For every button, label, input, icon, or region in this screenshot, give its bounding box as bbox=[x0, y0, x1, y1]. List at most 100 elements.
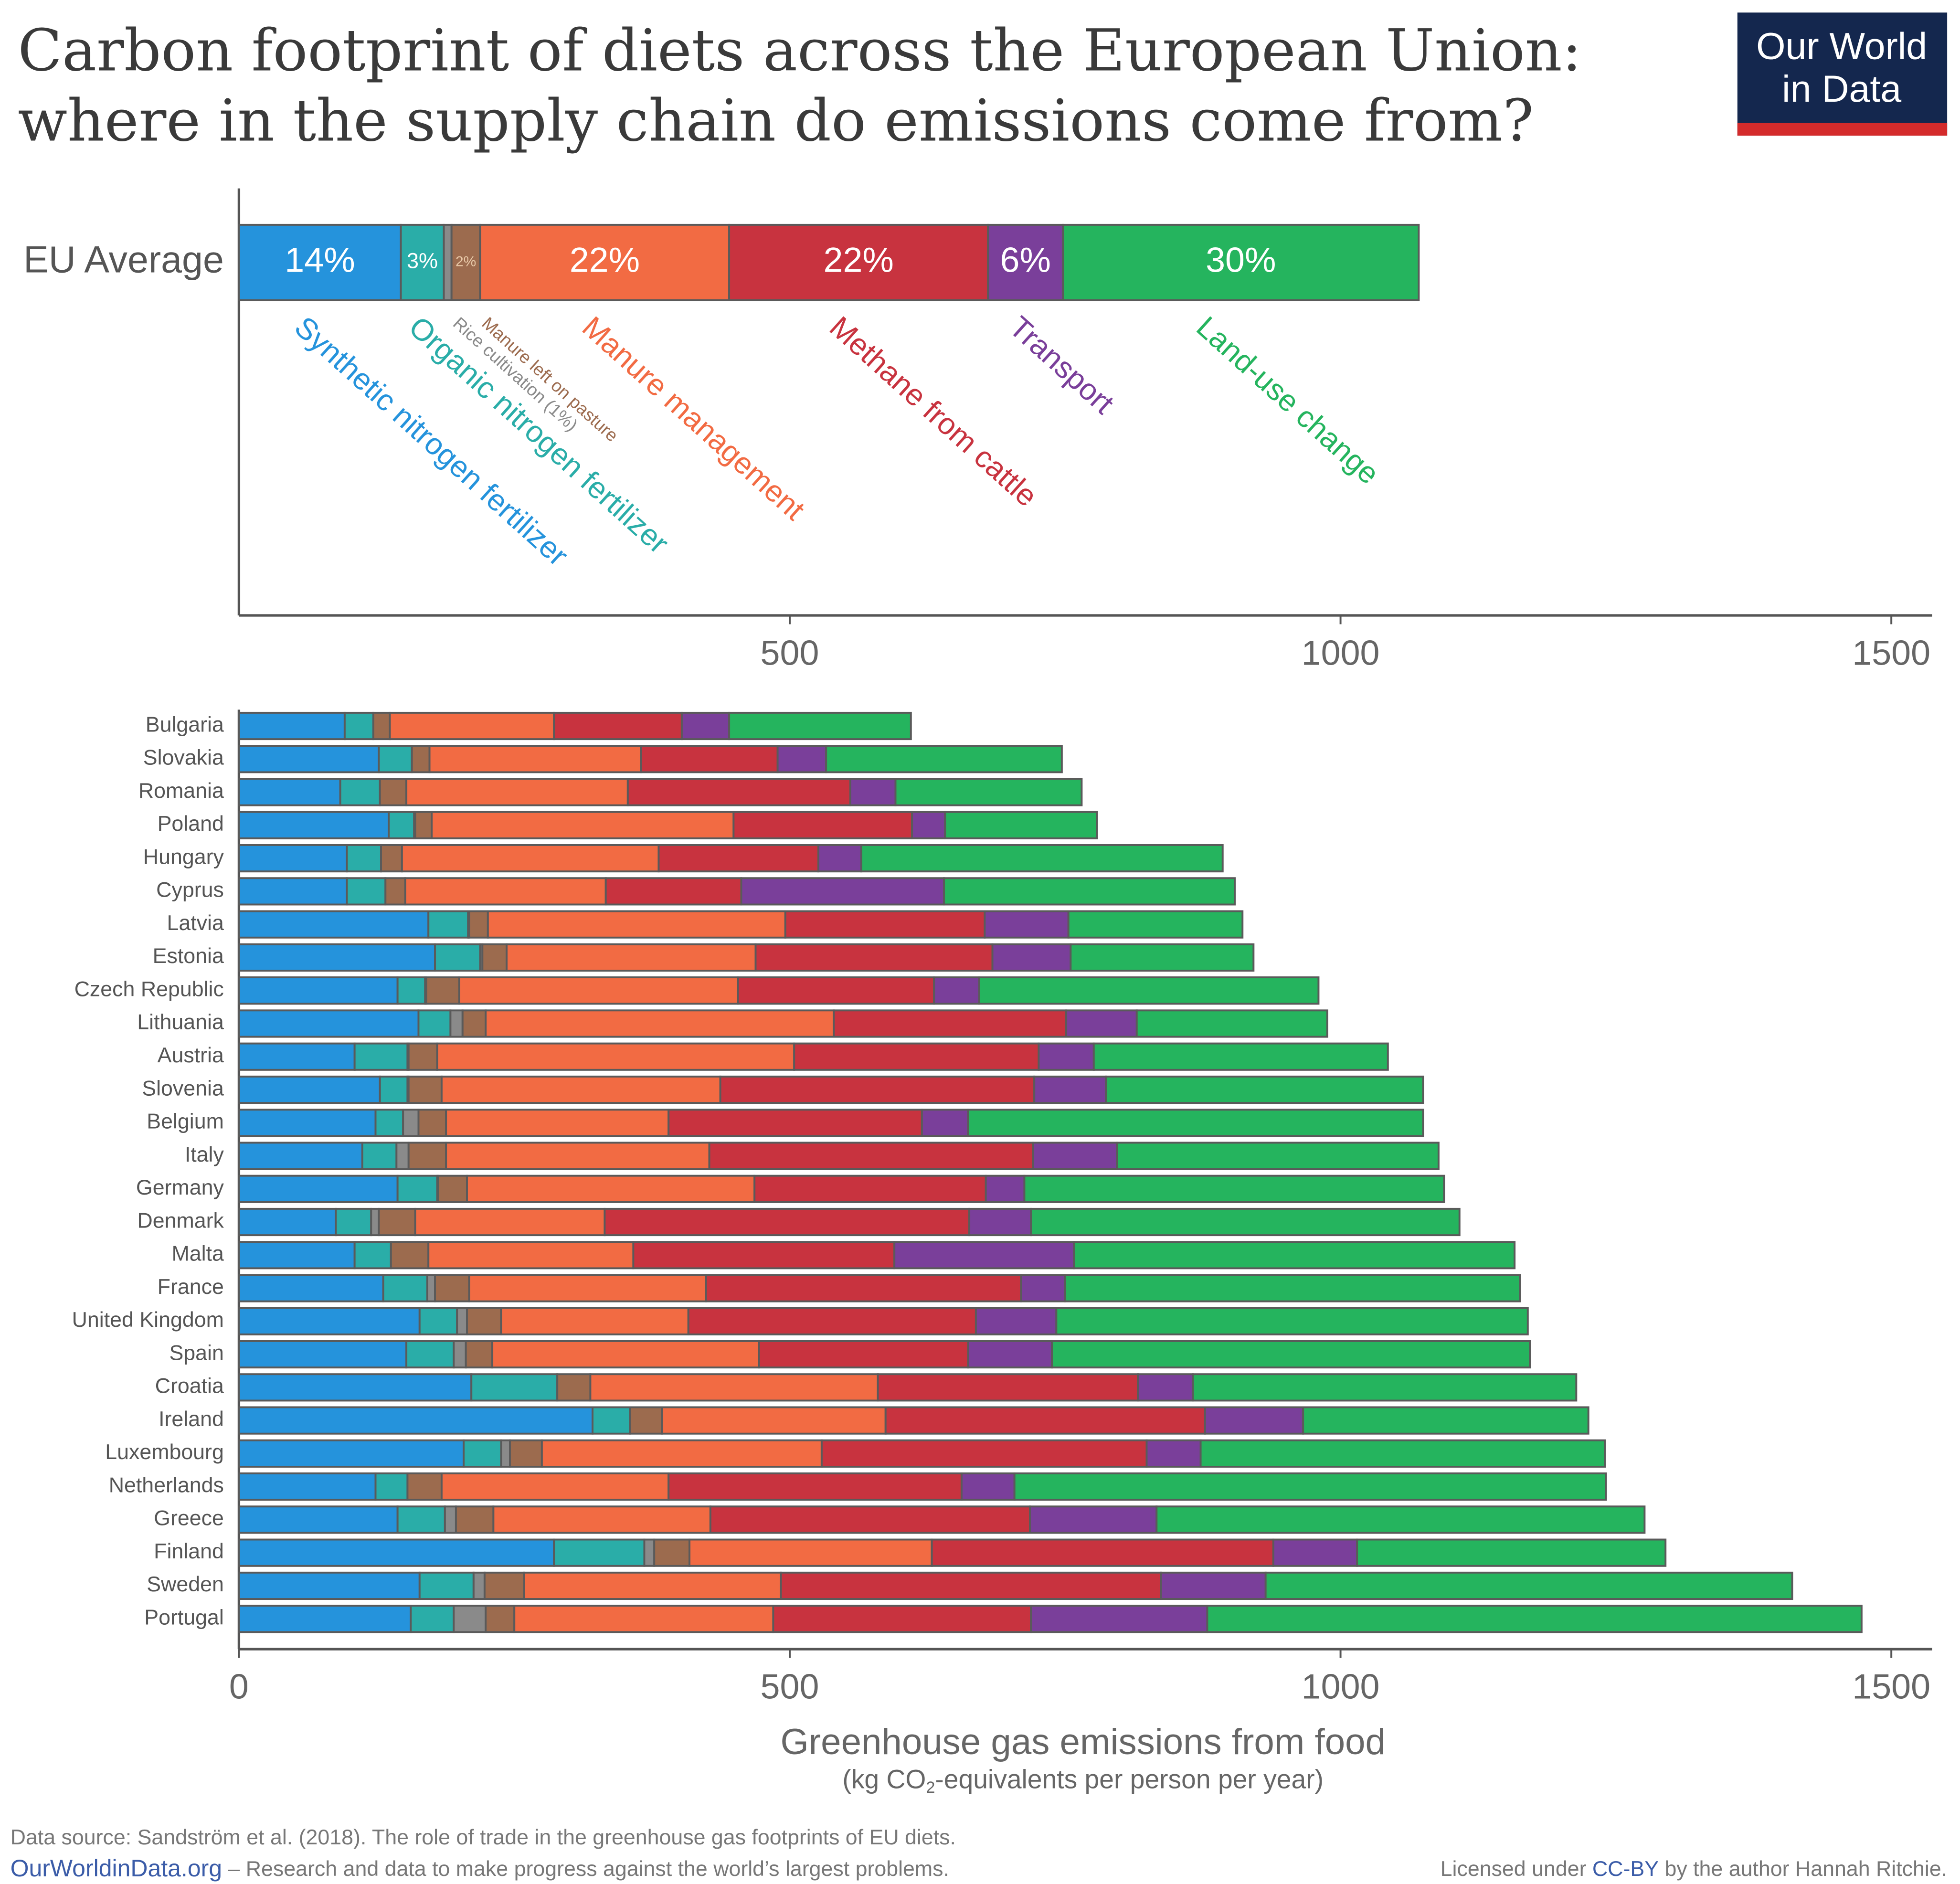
bar-segment bbox=[732, 811, 913, 839]
bar-segment bbox=[632, 1241, 896, 1270]
bar-segment bbox=[820, 1439, 1148, 1468]
bar-segment bbox=[339, 778, 381, 806]
subscript: 2 bbox=[926, 1778, 935, 1797]
site-text: – Research and data to make progress aga… bbox=[222, 1857, 949, 1881]
bar-segment bbox=[407, 1075, 443, 1104]
bar-segment bbox=[1028, 1505, 1158, 1534]
bar-segment bbox=[523, 1571, 782, 1600]
value-label: 14% bbox=[285, 240, 355, 279]
bar-segment bbox=[984, 910, 1070, 939]
value-label: 22% bbox=[570, 240, 640, 279]
category-label: France bbox=[158, 1275, 224, 1299]
bar-segment bbox=[466, 1307, 502, 1335]
bar-segment bbox=[238, 1505, 399, 1534]
bar-segment bbox=[379, 778, 408, 806]
bar-segment bbox=[540, 1439, 823, 1468]
bar-segment bbox=[758, 1340, 969, 1369]
bar-segment bbox=[689, 1538, 933, 1567]
bar-segment bbox=[437, 1175, 468, 1203]
site-link[interactable]: OurWorldinData.org bbox=[11, 1855, 222, 1882]
bar-segment bbox=[374, 1472, 409, 1501]
bar-segment bbox=[468, 1274, 707, 1302]
bar-segment bbox=[436, 1042, 795, 1071]
bar-segment bbox=[378, 745, 413, 773]
bar-segment bbox=[361, 1142, 398, 1170]
bar-segment bbox=[445, 1109, 670, 1137]
bar-segment bbox=[1192, 1373, 1578, 1402]
category-label: Ireland bbox=[159, 1408, 224, 1431]
bar-segment bbox=[893, 1241, 1075, 1270]
bar-segment bbox=[396, 1505, 446, 1534]
bar-segment bbox=[238, 711, 346, 741]
bar-segment bbox=[353, 1241, 392, 1270]
bar-segment bbox=[1062, 223, 1420, 301]
bar-segment bbox=[444, 1505, 457, 1534]
bar-segment bbox=[370, 1207, 380, 1237]
bar-segment bbox=[1064, 1274, 1521, 1302]
bar-segment bbox=[987, 223, 1064, 301]
bar-segment bbox=[388, 811, 415, 839]
x-tick-label: 0 bbox=[229, 1667, 249, 1706]
bar-segment bbox=[1272, 1538, 1358, 1567]
bar-segment bbox=[481, 943, 508, 972]
bar-segment bbox=[978, 976, 1320, 1005]
bar-segment bbox=[492, 1505, 711, 1534]
license-text: Licensed under bbox=[1441, 1857, 1592, 1881]
bar-segment bbox=[389, 711, 555, 741]
bar-segment bbox=[1092, 1042, 1389, 1071]
license-note: Licensed under CC-BY by the author Hanna… bbox=[1441, 1857, 1947, 1881]
bar-segment bbox=[968, 1207, 1032, 1237]
bar-segment bbox=[661, 1406, 887, 1435]
license-link[interactable]: CC-BY bbox=[1592, 1857, 1659, 1881]
bar-segment bbox=[238, 1241, 356, 1270]
bar-segment bbox=[238, 1307, 421, 1335]
bar-segment bbox=[894, 778, 1083, 806]
logo-box bbox=[1737, 12, 1948, 136]
bar-segment bbox=[513, 1605, 774, 1633]
bar-segment bbox=[1302, 1406, 1589, 1435]
bar-segment bbox=[1020, 1274, 1066, 1302]
bar-segment bbox=[592, 1406, 631, 1435]
bar-segment bbox=[434, 943, 481, 972]
category-label: Netherlands bbox=[109, 1473, 224, 1497]
bar-segment bbox=[405, 1340, 455, 1369]
site-note: OurWorldinData.org – Research and data t… bbox=[11, 1855, 949, 1882]
category-label: Lithuania bbox=[137, 1011, 224, 1034]
bar-segment bbox=[404, 877, 607, 906]
bar-segment bbox=[1051, 1340, 1531, 1369]
category-label: Finland bbox=[154, 1540, 224, 1563]
bar-segment bbox=[967, 1340, 1053, 1369]
bar-segment bbox=[772, 1605, 1032, 1633]
bar-segment bbox=[453, 1605, 487, 1633]
logo-text: Our World bbox=[1756, 25, 1927, 67]
value-label: 3% bbox=[407, 249, 438, 273]
bar-segment bbox=[709, 1505, 1031, 1534]
bar-segment bbox=[553, 1538, 646, 1567]
bar-segment bbox=[931, 1538, 1274, 1567]
bar-segment bbox=[960, 1472, 1016, 1501]
bar-segment bbox=[753, 1175, 987, 1203]
category-label: Slovakia bbox=[143, 746, 224, 770]
bar-segment bbox=[238, 1472, 377, 1501]
bar-segment bbox=[238, 1538, 555, 1567]
bar-segment bbox=[1264, 1571, 1793, 1600]
bar-segment bbox=[825, 745, 1063, 773]
bar-segment bbox=[238, 1439, 465, 1468]
bar-segment bbox=[556, 1373, 592, 1402]
bar-segment bbox=[1073, 1241, 1516, 1270]
bar-segment bbox=[238, 1042, 356, 1071]
bar-segment bbox=[657, 844, 819, 873]
bar-segment bbox=[470, 1373, 559, 1402]
bar-segment bbox=[1155, 1505, 1646, 1534]
bar-segment bbox=[343, 711, 374, 741]
bar-segment bbox=[411, 745, 431, 773]
bar-segment bbox=[443, 223, 453, 301]
bar-segment bbox=[453, 1340, 467, 1369]
bar-segment bbox=[238, 811, 390, 839]
bar-segment bbox=[238, 223, 402, 301]
bar-segment bbox=[238, 1571, 421, 1600]
bar-segment bbox=[238, 1142, 363, 1170]
bar-segment bbox=[238, 1406, 593, 1435]
bar-segment bbox=[793, 1042, 1040, 1071]
x-tick-label: 500 bbox=[761, 633, 819, 673]
